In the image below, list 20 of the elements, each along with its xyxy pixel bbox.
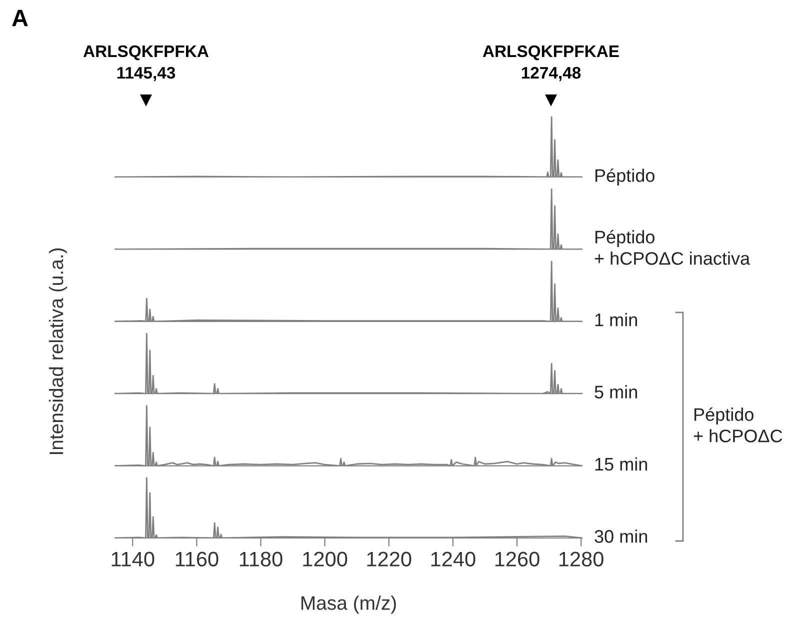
x-tick-label: 1280 bbox=[559, 552, 604, 566]
y-axis-title: Intensidad relativa (u.a.) bbox=[48, 248, 68, 454]
x-tick-label: 1200 bbox=[303, 552, 348, 566]
text: ARLSQKFPFKAE 1274,48 bbox=[482, 45, 619, 82]
x-tick-label: 1160 bbox=[176, 552, 218, 566]
x-axis-title: Masa (m/z) bbox=[301, 596, 396, 614]
x-tick-label: 1240 bbox=[431, 552, 476, 566]
series-label: 15 min bbox=[595, 457, 648, 471]
x-tick-label: 1260 bbox=[495, 552, 540, 566]
text: ARLSQKFPFKA 1145,43 bbox=[83, 45, 209, 82]
series-label: 5 min bbox=[594, 385, 637, 398]
x-tick-label: 1180 bbox=[240, 552, 282, 566]
series-label: 1 min bbox=[595, 312, 637, 326]
series-label: Péptido bbox=[595, 168, 654, 186]
series-label: Péptido + hCPOΔC inactiva bbox=[594, 230, 750, 265]
x-tick-label: 1220 bbox=[367, 552, 412, 566]
text: A bbox=[12, 10, 28, 26]
x-tick-label: 1140 bbox=[112, 552, 154, 566]
series-label: 30 min bbox=[594, 530, 648, 543]
text: Péptido + hCPOΔC bbox=[694, 407, 782, 442]
